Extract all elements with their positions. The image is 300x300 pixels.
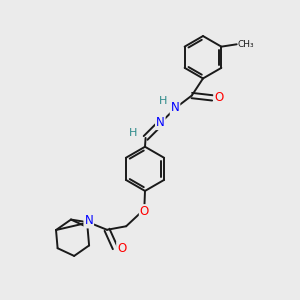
Text: N: N [84, 214, 93, 227]
Text: N: N [171, 101, 179, 114]
Text: CH₃: CH₃ [238, 40, 254, 49]
Text: H: H [129, 128, 137, 138]
Text: O: O [214, 92, 224, 104]
Text: O: O [117, 242, 126, 255]
Text: H: H [159, 96, 167, 106]
Text: N: N [156, 116, 165, 129]
Text: O: O [140, 205, 149, 218]
